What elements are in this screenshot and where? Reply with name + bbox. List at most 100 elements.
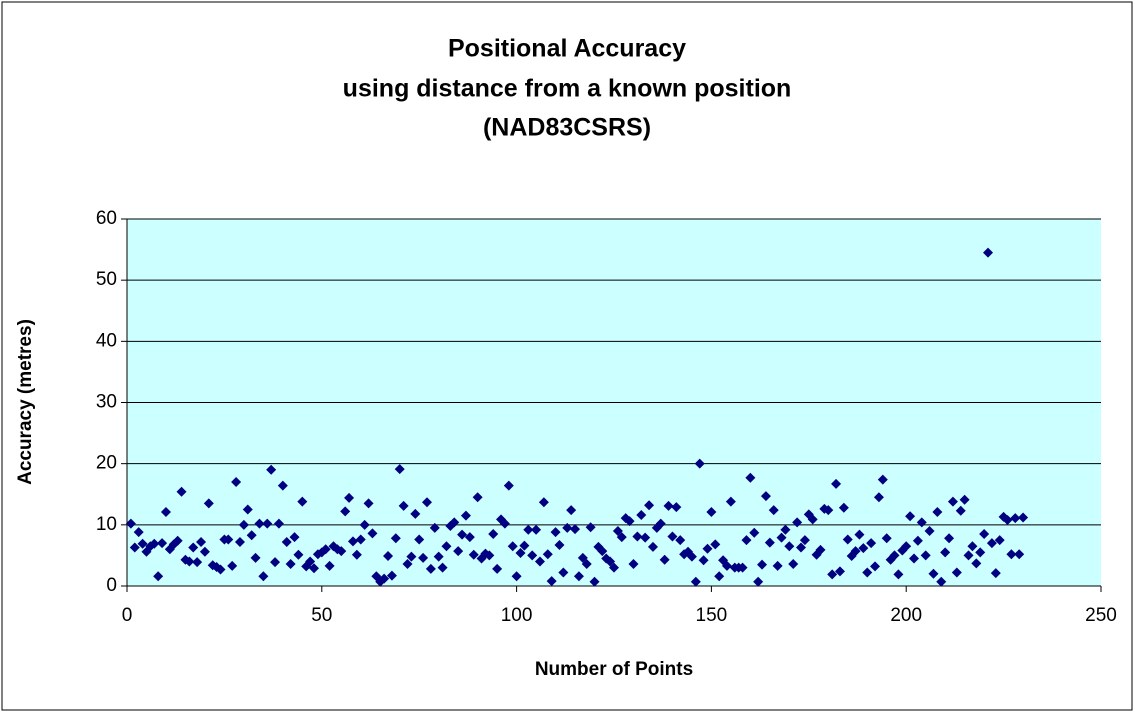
point	[246, 530, 257, 541]
point	[176, 486, 187, 497]
y-tick-label: 60	[96, 208, 117, 229]
point	[764, 537, 775, 548]
point	[589, 576, 600, 587]
point	[554, 540, 565, 551]
point	[990, 568, 1001, 579]
point	[157, 538, 168, 549]
point	[659, 554, 670, 565]
point	[725, 496, 736, 507]
point	[928, 568, 939, 579]
point	[947, 496, 958, 507]
point	[433, 551, 444, 562]
point	[616, 532, 627, 543]
point	[644, 500, 655, 511]
point	[390, 533, 401, 544]
point	[951, 567, 962, 578]
point	[254, 518, 265, 529]
point	[714, 571, 725, 582]
point	[788, 558, 799, 569]
x-tick-label: 250	[1085, 605, 1117, 626]
point	[936, 576, 947, 587]
x-tick-label: 150	[696, 605, 728, 626]
point	[854, 529, 865, 540]
point	[472, 492, 483, 503]
point	[402, 558, 413, 569]
point	[675, 535, 686, 546]
point	[351, 549, 362, 560]
point	[270, 557, 281, 568]
point	[305, 556, 316, 567]
point	[562, 522, 573, 533]
point	[281, 536, 292, 547]
point	[234, 536, 245, 547]
point	[807, 514, 818, 525]
point	[963, 550, 974, 561]
point	[842, 534, 853, 545]
point	[581, 558, 592, 569]
point	[527, 550, 538, 561]
point	[149, 538, 160, 549]
point	[499, 518, 510, 529]
point	[799, 535, 810, 546]
point	[971, 558, 982, 569]
point	[160, 506, 171, 517]
point	[418, 552, 429, 563]
point	[437, 562, 448, 573]
point	[975, 547, 986, 558]
point	[577, 552, 588, 563]
point	[340, 506, 351, 517]
point	[866, 538, 877, 549]
point	[671, 502, 682, 513]
point	[760, 491, 771, 502]
point	[383, 551, 394, 562]
x-tick-label: 100	[501, 605, 533, 626]
point	[655, 518, 666, 529]
point	[359, 519, 370, 530]
point	[538, 497, 549, 508]
point	[745, 472, 756, 483]
point	[488, 529, 499, 540]
point	[768, 505, 779, 516]
point	[757, 559, 768, 570]
point	[266, 464, 277, 475]
y-tick-label: 20	[96, 453, 117, 474]
point	[519, 540, 530, 551]
point	[916, 517, 927, 528]
x-axis-title: Number of Points	[535, 659, 693, 680]
point	[460, 510, 471, 521]
point	[983, 247, 994, 258]
point	[550, 527, 561, 538]
point	[523, 524, 534, 535]
point	[429, 522, 440, 533]
point	[667, 531, 678, 542]
point	[694, 458, 705, 469]
point	[386, 570, 397, 581]
point	[870, 561, 881, 572]
point	[293, 549, 304, 560]
chart-title: using distance from a known position	[343, 75, 792, 103]
point	[686, 551, 697, 562]
point	[344, 492, 355, 503]
point	[955, 505, 966, 516]
point	[784, 541, 795, 552]
point	[994, 535, 1005, 546]
point	[944, 533, 955, 544]
point	[881, 533, 892, 544]
point	[702, 543, 713, 554]
point	[986, 538, 997, 549]
x-tick-label: 0	[122, 605, 133, 626]
point	[125, 518, 136, 529]
point	[414, 534, 425, 545]
point	[503, 480, 514, 491]
point	[753, 576, 764, 587]
point	[628, 558, 639, 569]
point	[250, 552, 261, 563]
x-tick-label: 50	[311, 605, 332, 626]
point	[464, 532, 475, 543]
point	[324, 560, 335, 571]
point	[721, 560, 732, 571]
point	[425, 563, 436, 574]
point	[231, 477, 242, 488]
point	[566, 505, 577, 516]
